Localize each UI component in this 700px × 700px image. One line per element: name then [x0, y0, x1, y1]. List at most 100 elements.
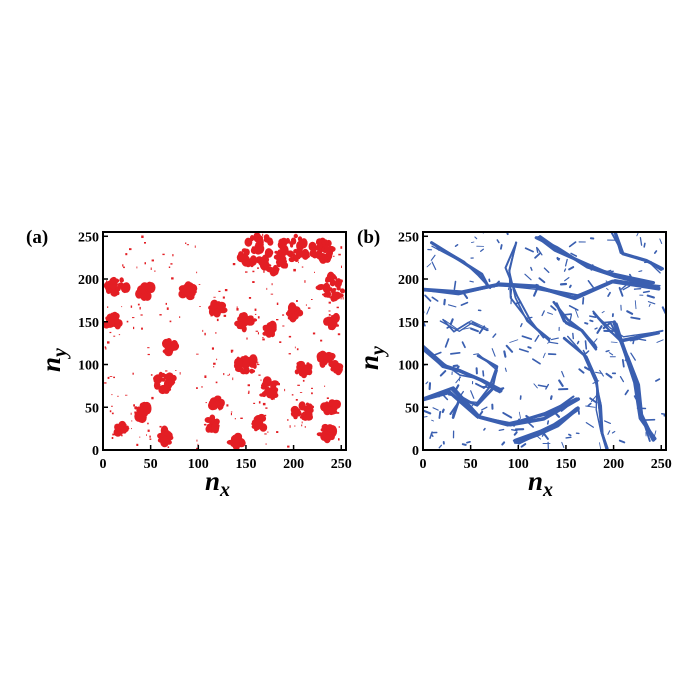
speck-mark [109, 376, 113, 377]
speck-mark [239, 321, 242, 324]
panel-label-b: (b) [357, 227, 380, 248]
thread-mark [530, 266, 533, 271]
speck-mark [111, 394, 113, 396]
cluster-mark [290, 243, 294, 248]
speck-mark [289, 425, 291, 428]
thread-mark [606, 287, 609, 291]
speck-mark [296, 348, 299, 351]
cluster-mark [211, 427, 216, 432]
speck-mark [198, 284, 201, 285]
thread-mark [605, 349, 610, 353]
speck-mark [230, 351, 233, 353]
cluster-mark [208, 401, 218, 411]
thread-mark [582, 349, 587, 355]
cluster-mark [126, 427, 130, 430]
x-axis-label-b-sub: x [542, 479, 553, 501]
cluster-mark [297, 236, 303, 242]
thread-mark [509, 339, 519, 343]
thread-mark [628, 273, 633, 280]
thread-mark [533, 288, 538, 297]
speck-mark [213, 403, 216, 405]
speck-mark [257, 361, 259, 364]
speck-mark [144, 242, 146, 244]
thread-mark [607, 291, 611, 297]
speck-mark [307, 307, 311, 309]
speck-mark [243, 330, 246, 332]
thread-mark [444, 338, 450, 348]
speck-mark [132, 317, 135, 319]
speck-mark [291, 394, 294, 396]
cluster-mark [160, 437, 170, 448]
speck-mark [261, 245, 263, 248]
thread-mark [453, 280, 457, 291]
thread-mark [511, 429, 518, 432]
cluster-mark [288, 256, 295, 263]
thread-mark [449, 318, 454, 326]
thread-mark [538, 277, 546, 284]
cluster-mark [216, 303, 220, 306]
speck-mark [294, 346, 296, 349]
speck-mark [154, 270, 156, 272]
thread-mark [478, 325, 486, 335]
speck-mark [204, 375, 207, 378]
speck-mark [136, 266, 138, 269]
speck-mark [211, 308, 215, 310]
thread-mark [525, 316, 533, 320]
speck-mark [215, 332, 217, 334]
thread-mark [492, 280, 500, 288]
cluster-mark [214, 308, 222, 315]
thread-mark [513, 431, 518, 436]
y-tick-label: 150 [78, 316, 99, 331]
y-axis-label-a-main: n [36, 357, 66, 372]
speck-mark [330, 315, 333, 317]
speck-mark [242, 315, 245, 318]
cluster-mark [263, 237, 273, 243]
thread-mark [509, 288, 513, 298]
cluster-mark [316, 432, 324, 437]
cluster-mark [306, 368, 313, 376]
speck-mark [266, 383, 268, 386]
speck-mark [194, 245, 196, 248]
cluster-mark [249, 369, 256, 374]
thread-mark [549, 395, 553, 400]
cluster-mark [155, 374, 161, 382]
cluster-mark [325, 402, 331, 406]
thread-mark [521, 335, 533, 340]
thread-mark [659, 238, 663, 244]
y-tick-label: 200 [78, 273, 99, 288]
cluster-mark [280, 247, 288, 253]
speck-mark [199, 306, 201, 307]
thread-mark [425, 381, 429, 385]
thread-mark [561, 370, 565, 378]
thread-mark [536, 246, 539, 254]
thread-mark [461, 341, 466, 349]
cluster-mark [246, 315, 254, 326]
thread-mark [482, 370, 485, 377]
thread-mark [630, 352, 636, 361]
thread-mark [642, 290, 650, 294]
thread-mark [589, 319, 594, 323]
thread-mark [491, 387, 501, 394]
thread-mark [618, 439, 626, 444]
speck-mark [276, 431, 279, 433]
speck-mark [329, 296, 331, 299]
thread-mark [441, 393, 449, 401]
speck-mark [299, 392, 303, 393]
speck-mark [162, 253, 165, 256]
cluster-mark [293, 233, 298, 239]
thread-mark [491, 348, 496, 357]
y-tick-label: 0 [92, 444, 99, 459]
speck-mark [298, 261, 299, 264]
cluster-mark [317, 355, 324, 363]
speck-mark [296, 300, 298, 302]
thread-mark [647, 301, 656, 305]
thread-mark [503, 350, 507, 358]
cluster-mark [325, 425, 331, 430]
speck-mark [109, 410, 112, 413]
thread-mark [535, 283, 539, 286]
x-axis-label-b: nx [528, 466, 553, 501]
thread-mark [543, 267, 550, 274]
y-tick-label: 50 [405, 401, 419, 416]
thread-mark [505, 344, 514, 353]
speck-mark [111, 437, 114, 439]
